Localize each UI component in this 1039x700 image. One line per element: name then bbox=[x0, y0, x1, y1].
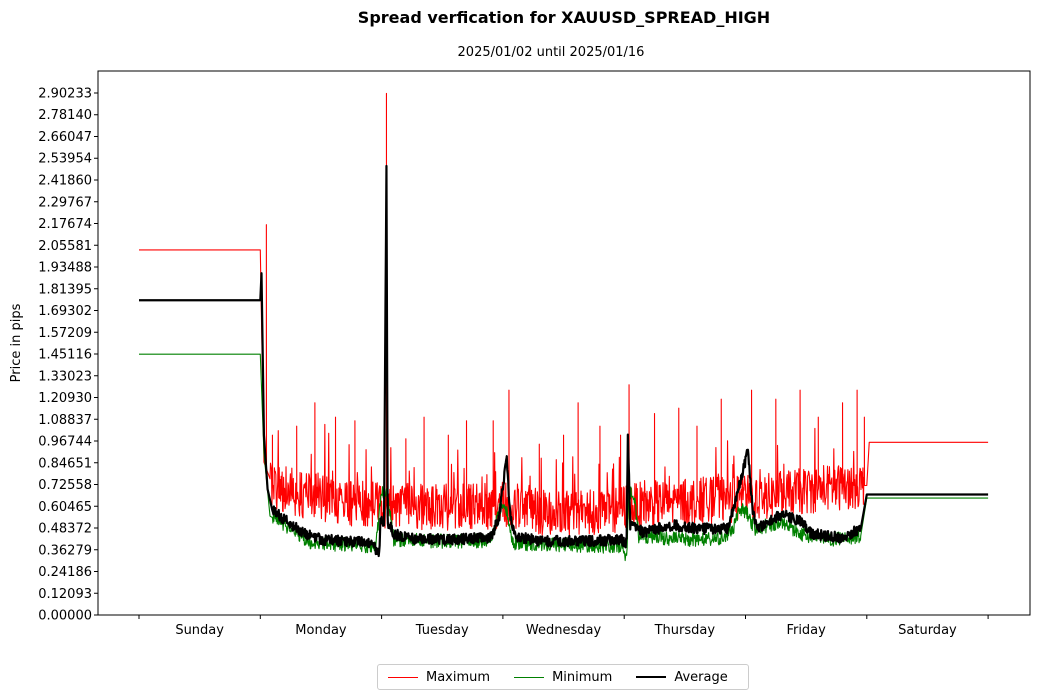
x-tick-label: Tuesday bbox=[415, 623, 469, 638]
y-tick-label: 2.29767 bbox=[38, 195, 92, 210]
y-tick-label: 1.57209 bbox=[38, 326, 92, 341]
series-line-average bbox=[138, 164, 989, 558]
x-tick-label: Monday bbox=[295, 623, 347, 638]
legend: Maximum Minimum Average bbox=[377, 664, 749, 690]
y-tick-label: 2.17674 bbox=[38, 217, 92, 232]
y-tick-label: 0.12093 bbox=[38, 587, 92, 602]
x-tick-label: Wednesday bbox=[526, 623, 602, 638]
y-tick-label: 0.72558 bbox=[38, 478, 92, 493]
legend-swatch-minimum bbox=[514, 676, 545, 678]
y-tick-label: 1.81395 bbox=[38, 282, 92, 297]
chart-subtitle: 2025/01/02 until 2025/01/16 bbox=[457, 45, 645, 60]
y-tick-label: 0.24186 bbox=[38, 565, 92, 580]
y-tick-label: 2.90233 bbox=[38, 87, 92, 102]
y-tick-label: 1.45116 bbox=[38, 348, 92, 363]
chart-title: Spread verfication for XAUUSD_SPREAD_HIG… bbox=[357, 8, 771, 27]
legend-swatch-maximum bbox=[388, 676, 418, 678]
y-tick-label: 1.33023 bbox=[38, 369, 92, 384]
x-tick-label: Thursday bbox=[654, 623, 716, 638]
y-tick-label: 1.69302 bbox=[38, 304, 92, 319]
x-tick-label: Saturday bbox=[898, 623, 957, 638]
x-axis: Sunday Monday Tuesday Wednesday Thursday Frid… bbox=[138, 615, 989, 638]
y-tick-label: 0.96744 bbox=[38, 435, 92, 450]
legend-label-minimum: Minimum bbox=[552, 669, 613, 685]
y-tick-label: 1.93488 bbox=[38, 261, 92, 276]
legend-item-minimum: Minimum bbox=[514, 670, 612, 685]
legend-label-average: Average bbox=[674, 669, 728, 685]
legend-swatch-average bbox=[636, 676, 667, 678]
y-tick-label: 0.00000 bbox=[38, 609, 92, 624]
y-tick-label: 2.78140 bbox=[38, 108, 92, 123]
y-tick-label: 2.05581 bbox=[38, 239, 92, 254]
y-tick-label: 2.66047 bbox=[38, 130, 92, 145]
legend-label-maximum: Maximum bbox=[426, 669, 491, 685]
y-tick-label: 0.84651 bbox=[38, 456, 92, 471]
y-tick-label: 0.48372 bbox=[38, 522, 92, 537]
legend-item-maximum: Maximum bbox=[388, 670, 490, 685]
legend-item-average: Average bbox=[636, 669, 728, 685]
y-axis-label: Price in pips bbox=[9, 303, 24, 382]
y-tick-label: 0.36279 bbox=[38, 543, 92, 558]
y-tick-label: 2.41860 bbox=[38, 174, 92, 189]
y-tick-label: 2.53954 bbox=[38, 152, 92, 167]
y-tick-label: 0.60465 bbox=[38, 500, 92, 515]
y-axis: 0.00000 0.12093 0.24186 0.36279 0.48372 0.604… bbox=[38, 87, 98, 624]
y-tick-label: 1.08837 bbox=[38, 413, 92, 428]
plot-area bbox=[97, 70, 1031, 616]
x-tick-label: Friday bbox=[786, 623, 826, 638]
y-tick-label: 1.20930 bbox=[38, 391, 92, 406]
series-lines bbox=[138, 92, 989, 562]
series-line-maximum bbox=[138, 92, 989, 536]
x-tick-label: Sunday bbox=[175, 623, 224, 638]
